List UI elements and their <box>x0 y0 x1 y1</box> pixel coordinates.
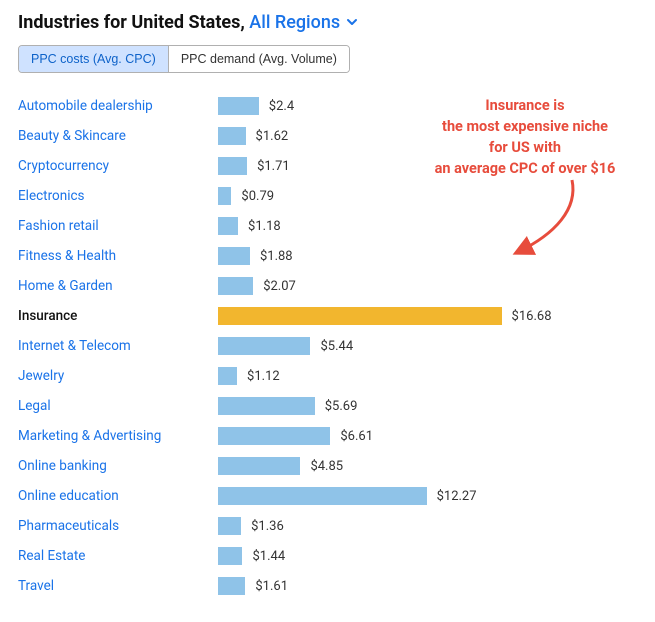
bar-area: $1.62 <box>218 127 637 145</box>
industry-label[interactable]: Online education <box>18 488 218 504</box>
bar <box>218 517 241 535</box>
bar-area: $1.18 <box>218 217 637 235</box>
bar-area: $16.68 <box>218 307 637 325</box>
bar <box>218 127 246 145</box>
industry-label[interactable]: Automobile dealership <box>18 98 218 114</box>
bar-value: $4.85 <box>310 459 343 474</box>
bar-area: $0.79 <box>218 187 637 205</box>
industry-row: Online education $12.27 <box>18 481 637 511</box>
tab-ppc-demand[interactable]: PPC demand (Avg. Volume) <box>168 46 349 72</box>
industry-row: Pharmaceuticals $1.36 <box>18 511 637 541</box>
bar-area: $4.85 <box>218 457 637 475</box>
tab-ppc-costs[interactable]: PPC costs (Avg. CPC) <box>19 46 168 72</box>
industry-label[interactable]: Internet & Telecom <box>18 338 218 354</box>
industry-label[interactable]: Home & Garden <box>18 278 218 294</box>
industry-row: Online banking $4.85 <box>18 451 637 481</box>
bar-value: $2.07 <box>263 279 296 294</box>
bar-area: $1.12 <box>218 367 637 385</box>
industry-row: Jewelry $1.12 <box>18 361 637 391</box>
bar <box>218 157 247 175</box>
bar <box>218 427 330 445</box>
bar <box>218 307 502 325</box>
bar <box>218 457 300 475</box>
bar-area: $5.44 <box>218 337 637 355</box>
region-label: All Regions <box>249 12 340 33</box>
bar-value: $1.44 <box>252 549 285 564</box>
bar-value: $12.27 <box>437 489 477 504</box>
industry-row: Real Estate $1.44 <box>18 541 637 571</box>
bar-value: $5.44 <box>320 339 353 354</box>
industry-label[interactable]: Online banking <box>18 458 218 474</box>
bar-area: $1.88 <box>218 247 637 265</box>
bar <box>218 337 310 355</box>
industry-row: Automobile dealership $2.4 <box>18 91 637 121</box>
page-title: Industries for United States, All Region… <box>18 12 637 33</box>
bar-area: $2.4 <box>218 97 637 115</box>
industry-label[interactable]: Electronics <box>18 188 218 204</box>
industry-row: Home & Garden $2.07 <box>18 271 637 301</box>
industry-row: Travel $1.61 <box>18 571 637 601</box>
metric-tabs: PPC costs (Avg. CPC) PPC demand (Avg. Vo… <box>18 45 350 73</box>
bar <box>218 397 315 415</box>
bar <box>218 97 259 115</box>
bar-area: $1.44 <box>218 547 637 565</box>
bar-value: $16.68 <box>512 309 552 324</box>
bar-value: $1.71 <box>257 159 290 174</box>
industry-label[interactable]: Jewelry <box>18 368 218 384</box>
industry-row: Legal $5.69 <box>18 391 637 421</box>
bar-value: $2.4 <box>269 99 294 114</box>
industry-row: Electronics $0.79 <box>18 181 637 211</box>
bar <box>218 487 427 505</box>
bar <box>218 547 242 565</box>
industry-label[interactable]: Fitness & Health <box>18 248 218 264</box>
industry-row: Cryptocurrency $1.71 <box>18 151 637 181</box>
bar-area: $6.61 <box>218 427 637 445</box>
industry-row: Beauty & Skincare $1.62 <box>18 121 637 151</box>
industry-row: Fashion retail $1.18 <box>18 211 637 241</box>
bar-value: $1.36 <box>251 519 284 534</box>
industry-label[interactable]: Marketing & Advertising <box>18 428 218 444</box>
industry-label[interactable]: Beauty & Skincare <box>18 128 218 144</box>
title-prefix: Industries for United States, <box>18 12 245 33</box>
bar-value: $5.69 <box>325 399 358 414</box>
bar-value: $1.62 <box>256 129 289 144</box>
bar-value: $1.88 <box>260 249 293 264</box>
bar <box>218 187 231 205</box>
industry-bars: Automobile dealership $2.4 Beauty & Skinca… <box>18 91 637 601</box>
bar <box>218 277 253 295</box>
region-selector[interactable]: All Regions <box>249 12 358 33</box>
industry-row: Insurance $16.68 <box>18 301 637 331</box>
bar-value: $1.18 <box>248 219 281 234</box>
industry-label[interactable]: Legal <box>18 398 218 414</box>
industry-label: Insurance <box>18 308 218 324</box>
bar-area: $12.27 <box>218 487 637 505</box>
bar <box>218 217 238 235</box>
bar-area: $1.36 <box>218 517 637 535</box>
industry-row: Marketing & Advertising $6.61 <box>18 421 637 451</box>
bar-area: $1.71 <box>218 157 637 175</box>
bar <box>218 247 250 265</box>
industry-label[interactable]: Fashion retail <box>18 218 218 234</box>
bar <box>218 577 245 595</box>
bar-value: $6.61 <box>340 429 373 444</box>
industry-label[interactable]: Cryptocurrency <box>18 158 218 174</box>
bar-area: $2.07 <box>218 277 637 295</box>
bar <box>218 367 237 385</box>
industry-label[interactable]: Pharmaceuticals <box>18 518 218 534</box>
industry-label[interactable]: Travel <box>18 578 218 594</box>
industry-label[interactable]: Real Estate <box>18 548 218 564</box>
bar-value: $1.12 <box>247 369 280 384</box>
bar-value: $0.79 <box>241 189 274 204</box>
chevron-down-icon <box>346 12 358 33</box>
bar-area: $5.69 <box>218 397 637 415</box>
bar-value: $1.61 <box>255 579 288 594</box>
industry-row: Internet & Telecom $5.44 <box>18 331 637 361</box>
industry-row: Fitness & Health $1.88 <box>18 241 637 271</box>
bar-area: $1.61 <box>218 577 637 595</box>
